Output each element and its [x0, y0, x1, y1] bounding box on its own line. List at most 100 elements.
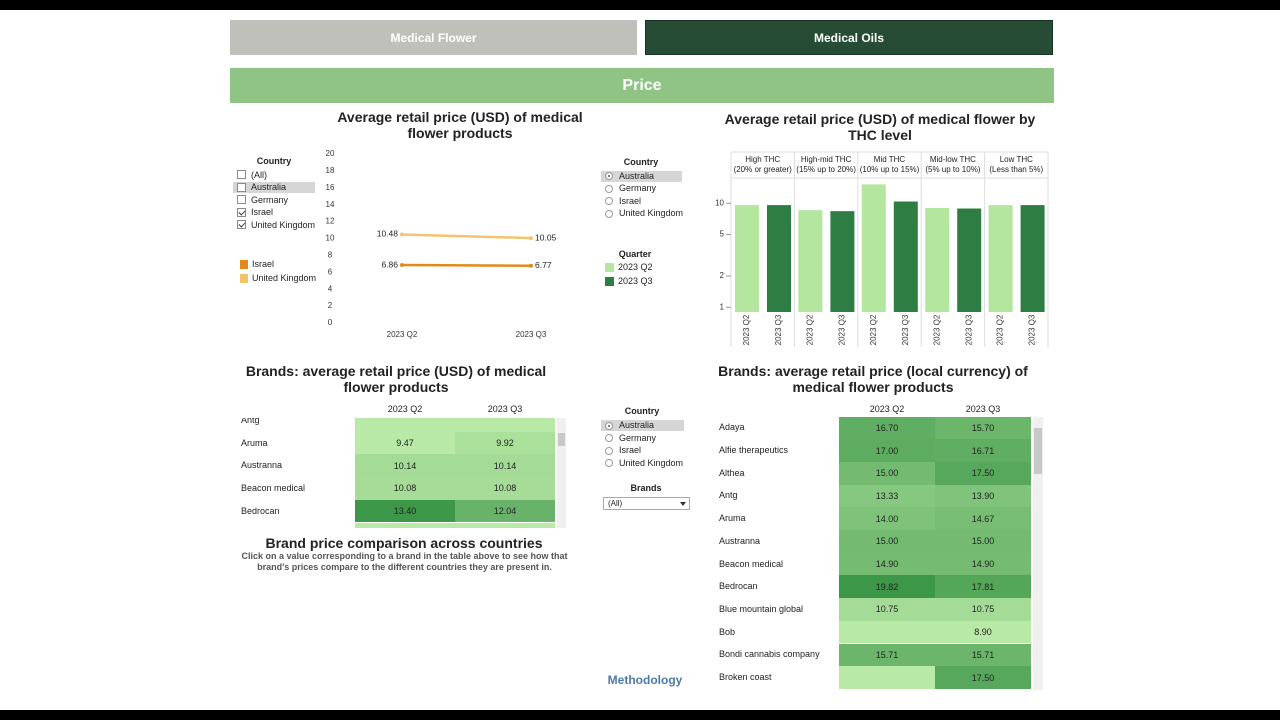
table-cell[interactable]: 10.75 — [839, 598, 935, 621]
brand-name: Antg — [241, 418, 260, 425]
y-tick-label: 0 — [328, 318, 333, 327]
scroll-thumb[interactable] — [558, 433, 565, 446]
filter-option[interactable]: Germany — [251, 194, 289, 205]
radio[interactable] — [605, 421, 613, 430]
checkbox[interactable] — [237, 182, 246, 192]
table-cell[interactable] — [839, 620, 935, 644]
radio[interactable] — [605, 459, 613, 467]
legend-label: Israel — [252, 259, 275, 269]
brand-name: Althea — [719, 467, 745, 478]
table-cell[interactable]: 8.90 — [935, 620, 1031, 644]
table-cell[interactable]: 14.67 — [935, 507, 1031, 530]
table-cell[interactable]: 9.47 — [355, 431, 455, 455]
tab[interactable]: Medical Flower — [230, 20, 637, 55]
filter-title: Country — [623, 157, 659, 167]
table-cell[interactable]: 13.40 — [355, 499, 455, 523]
table-cell[interactable]: 15.70 — [935, 417, 1031, 440]
checkbox[interactable] — [237, 170, 246, 179]
radio[interactable] — [605, 172, 613, 180]
table-cell[interactable]: 15.71 — [935, 643, 1031, 667]
banner: Price — [230, 68, 1054, 103]
table-title: Brands: average retail price (USD) of me… — [245, 363, 547, 395]
filter-option[interactable]: Germany — [619, 183, 657, 193]
table-cell[interactable]: 19.82 — [839, 575, 935, 599]
filter-option[interactable]: Australia — [251, 182, 287, 192]
x-tick-label: 2023 Q2 — [806, 314, 815, 345]
hover-highlight — [233, 182, 315, 193]
line — [401, 233, 532, 240]
radio[interactable] — [605, 446, 613, 455]
table-cell[interactable]: 17.50 — [935, 666, 1031, 689]
table-cell[interactable]: 16.71 — [935, 439, 1031, 462]
filter-option[interactable]: Australia — [619, 420, 655, 430]
selected-highlight — [601, 171, 682, 182]
x-tick-label: 2023 Q3 — [1028, 314, 1037, 345]
dropdown[interactable]: (All) — [603, 497, 690, 510]
methodology-link[interactable]: Methodology — [607, 673, 683, 687]
table-cell[interactable]: 10.08 — [355, 477, 455, 500]
radio[interactable] — [605, 209, 613, 218]
filter-option[interactable]: United Kingdom — [251, 219, 316, 230]
filter-option[interactable]: United Kingdom — [619, 457, 684, 468]
data-label: 6.77 — [535, 260, 552, 270]
filter-option[interactable]: United Kingdom — [619, 208, 684, 218]
point — [400, 232, 404, 237]
table-cell[interactable] — [839, 666, 935, 689]
bar — [830, 211, 855, 312]
panel-header: High-mid THC — [801, 155, 852, 164]
checkbox[interactable] — [237, 220, 246, 229]
filter-option[interactable]: Israel — [619, 445, 642, 455]
table-cell[interactable]: 14.00 — [839, 507, 935, 530]
filter-option[interactable]: Israel — [251, 207, 274, 217]
point — [529, 236, 533, 241]
radio[interactable] — [605, 197, 613, 205]
table-cell[interactable]: 17.81 — [935, 575, 1031, 599]
x-tick-label: 2023 Q2 — [869, 314, 878, 345]
bar — [893, 201, 918, 312]
filter-option[interactable]: Australia — [619, 170, 655, 181]
table-cell[interactable]: 10.14 — [355, 454, 455, 478]
table-cell[interactable]: 12.04 — [455, 499, 555, 523]
table-cell[interactable]: 9.92 — [455, 431, 555, 455]
filter-option[interactable]: (All) — [251, 169, 267, 180]
table-cell[interactable]: 15.00 — [839, 461, 935, 485]
data-label: 10.48 — [377, 229, 399, 239]
table-cell[interactable]: 17.50 — [935, 461, 1031, 485]
table-cell[interactable]: 17.00 — [839, 439, 935, 462]
tab[interactable]: Medical Oils — [645, 20, 1053, 55]
line — [401, 263, 532, 268]
table-cell[interactable]: 15.71 — [839, 643, 935, 667]
table-cell[interactable]: 15.00 — [935, 530, 1031, 553]
table-cell[interactable]: 10.75 — [935, 598, 1031, 621]
scroll-thumb[interactable] — [1034, 428, 1042, 474]
y-tick-label: 6 — [328, 267, 333, 276]
table-cell[interactable]: 14.90 — [839, 552, 935, 576]
radio[interactable] — [605, 434, 613, 442]
table-cell[interactable]: 16.70 — [839, 417, 935, 440]
y-tick-label: 2 — [720, 271, 725, 280]
table-cell[interactable]: 10.14 — [455, 454, 555, 478]
table-cell[interactable]: 14.90 — [935, 552, 1031, 576]
brand-name: Aruma — [719, 513, 746, 524]
checkbox[interactable] — [237, 207, 246, 217]
radio[interactable] — [605, 184, 613, 193]
filter-option[interactable]: Germany — [619, 432, 657, 443]
table-cell[interactable] — [455, 522, 555, 528]
checkbox[interactable] — [237, 195, 246, 204]
table-cell[interactable]: 15.00 — [839, 530, 935, 553]
table-cell[interactable]: 13.33 — [839, 484, 935, 508]
scrollbar[interactable] — [1033, 417, 1043, 690]
brand-name: Blue mountain global — [719, 603, 804, 614]
x-tick-label: 2023 Q2 — [742, 314, 751, 345]
legend-swatch — [240, 274, 248, 283]
scrollbar[interactable] — [557, 418, 566, 528]
section-text: Click on a value corresponding to a bran… — [241, 551, 568, 572]
point — [529, 263, 533, 268]
table-cell[interactable] — [455, 418, 555, 432]
brand-name: Austranna — [241, 460, 283, 471]
table-cell[interactable] — [355, 418, 455, 432]
table-cell[interactable] — [355, 522, 455, 528]
filter-option[interactable]: Israel — [619, 195, 642, 206]
table-cell[interactable]: 13.90 — [935, 484, 1031, 508]
table-cell[interactable]: 10.08 — [455, 477, 555, 500]
